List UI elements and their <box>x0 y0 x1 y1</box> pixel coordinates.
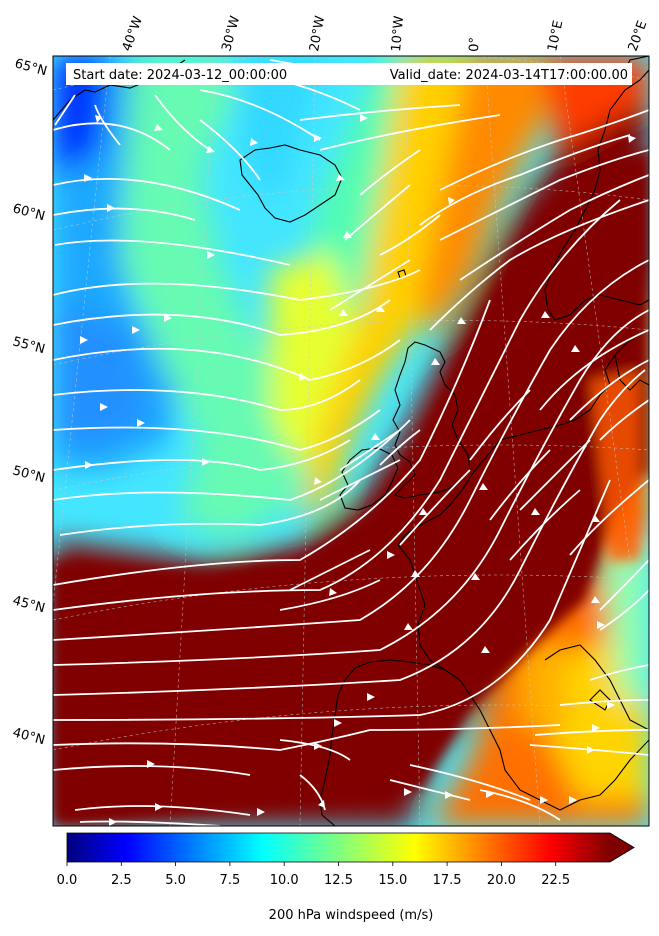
colorbar-extend-arrow <box>610 833 634 862</box>
colorbar-tick-label: 22.5 <box>541 873 570 888</box>
start-date-label: Start date: 2024-03-12_00:00:00 <box>73 68 287 83</box>
colorbar: 0.0 2.5 5.0 7.5 10.0 12.5 15.0 17.5 20.0 22.5 200… <box>57 832 635 923</box>
lat-label-50n: 50°N <box>11 463 47 486</box>
colorbar-tick-label: 10.0 <box>270 873 299 888</box>
colorbar-tick-label: 2.5 <box>111 873 132 888</box>
colorbar-tick-label: 0.0 <box>57 873 78 888</box>
coastlines <box>53 56 649 826</box>
lon-label-10w: 10°W <box>389 15 407 52</box>
lat-label-55n: 55°N <box>11 334 47 357</box>
lon-label-30w: 30°W <box>219 14 243 53</box>
windspeed-field <box>53 56 649 826</box>
colorbar-tick-label: 15.0 <box>378 873 407 888</box>
colorbar-ticks: 0.0 2.5 5.0 7.5 10.0 12.5 15.0 17.5 20.0 22.5 <box>57 862 570 888</box>
map-frame <box>52 55 650 827</box>
longitude-labels: 40°W 30°W 20°W 10°W 0° 10°E 20°E <box>120 14 651 53</box>
latitude-labels: 65°N 60°N 55°N 50°N 45°N 40°N <box>11 56 49 748</box>
lon-label-20w: 20°W <box>307 15 328 53</box>
lat-label-60n: 60°N <box>11 201 47 224</box>
valid-date-label: Valid_date: 2024-03-14T17:00:00.00 <box>390 68 628 83</box>
lat-label-65n: 65°N <box>13 56 49 79</box>
streamline-arrows <box>80 114 636 826</box>
colorbar-outline <box>66 832 635 863</box>
colorbar-tick-label: 20.0 <box>487 873 516 888</box>
colorbar-gradient <box>67 833 610 862</box>
colorbar-tick-label: 17.5 <box>433 873 462 888</box>
map-panel: Start date: 2024-03-12_00:00:00 Valid_da… <box>52 55 650 827</box>
lon-label-40w: 40°W <box>120 14 146 53</box>
colorbar-tick-label: 5.0 <box>165 873 186 888</box>
colorbar-tick-label: 7.5 <box>220 873 241 888</box>
lat-label-45n: 45°N <box>11 593 47 616</box>
colorbar-tick-label: 12.5 <box>324 873 353 888</box>
lon-label-20e: 20°E <box>626 19 651 54</box>
lon-label-10e: 10°E <box>545 19 566 53</box>
lat-label-40n: 40°N <box>11 725 47 748</box>
colorbar-label: 200 hPa windspeed (m/s) <box>269 908 434 923</box>
header-box <box>66 63 632 85</box>
lon-label-0: 0° <box>467 37 483 52</box>
